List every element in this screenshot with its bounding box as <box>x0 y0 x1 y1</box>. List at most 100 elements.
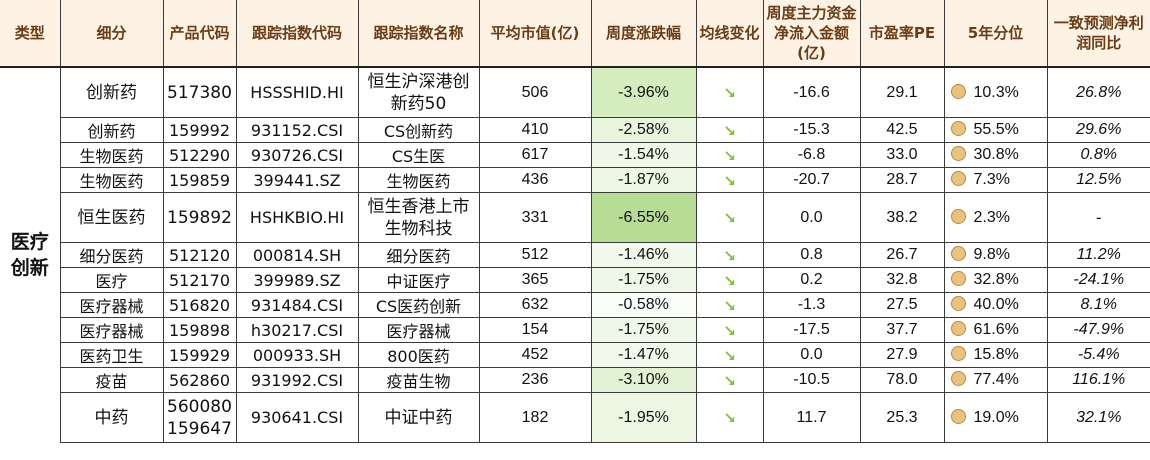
percentile-dot-icon <box>950 146 966 161</box>
avg-mktcap-cell: 365 <box>478 267 591 293</box>
pe-percentile-cell: 61.6% <box>943 317 1047 343</box>
percentile-dot-icon <box>950 83 966 99</box>
avg-mktcap-cell: 617 <box>478 142 591 168</box>
product-code-cell: 159929 <box>162 342 236 368</box>
profit-yoy-cell: 26.8% <box>1046 67 1150 118</box>
avg-mktcap-cell: 452 <box>478 342 591 368</box>
weekly-change-cell: -1.46% <box>590 242 696 268</box>
table-row: 恒生医药 159892 HSHKBIO.HI 恒生香港上市生物科技 331 -6.55% ↘… <box>0 192 1150 243</box>
profit-yoy-cell: 12.5% <box>1046 167 1150 193</box>
header-row: 类型 细分 产品代码 跟踪指数代码 跟踪指数名称 平均市值(亿) 周度涨跌幅 均… <box>0 0 1150 68</box>
index-code-cell: HSHKBIO.HI <box>235 192 358 243</box>
header-avg-mktcap: 平均市值(亿) <box>478 0 591 68</box>
product-code-cell: 517380 <box>162 67 236 118</box>
ma-change-cell: ↘ <box>695 117 763 143</box>
table-row: 创新药 159992 931152.CSI CS创新药 410 -2.58% ↘ -15.3 4… <box>0 117 1150 143</box>
index-name-cell: 疫苗生物 <box>357 367 479 393</box>
subtype-cell: 医疗器械 <box>59 317 163 343</box>
ma-change-cell: ↘ <box>695 242 763 268</box>
avg-mktcap-cell: 512 <box>478 242 591 268</box>
subtype-cell: 医疗器械 <box>59 292 163 318</box>
pe-cell: 28.7 <box>859 167 944 193</box>
ma-change-cell: ↘ <box>695 167 763 193</box>
pe-percentile-cell: 15.8% <box>943 342 1047 368</box>
index-name-cell: 中证医疗 <box>357 267 479 293</box>
net-inflow-cell: -16.6 <box>762 67 860 118</box>
product-code-cell: 562860 <box>162 367 236 393</box>
index-code-cell: h30217.CSI <box>235 317 358 343</box>
pe-cell: 27.5 <box>859 292 944 318</box>
product-code-cell: 560080 159647 <box>162 392 236 443</box>
net-inflow-cell: 0.0 <box>762 192 860 243</box>
down-right-arrow-icon: ↘ <box>723 146 736 165</box>
header-ma-change: 均线变化 <box>695 0 763 68</box>
header-weekly-change: 周度涨跌幅 <box>590 0 696 68</box>
net-inflow-cell: -1.3 <box>762 292 860 318</box>
percentile-dot-icon <box>950 296 966 311</box>
avg-mktcap-cell: 236 <box>478 367 591 393</box>
down-right-arrow-icon: ↘ <box>723 246 736 265</box>
avg-mktcap-cell: 154 <box>478 317 591 343</box>
percentile-value: 61.6% <box>973 321 1019 338</box>
pe-cell: 78.0 <box>859 367 944 393</box>
net-inflow-cell: -20.7 <box>762 167 860 193</box>
index-name-cell: 800医药 <box>357 342 479 368</box>
product-code-cell: 159859 <box>162 167 236 193</box>
percentile-value: 77.4% <box>973 371 1019 388</box>
product-code-cell: 159892 <box>162 192 236 243</box>
weekly-change-cell: -1.95% <box>590 392 696 443</box>
index-name-cell: 恒生沪深港创新药50 <box>357 67 479 118</box>
net-inflow-cell: 11.7 <box>762 392 860 443</box>
avg-mktcap-cell: 436 <box>478 167 591 193</box>
table-row: 医疗 512170 399989.SZ 中证医疗 365 -1.75% ↘ 0.2 32.8 32… <box>0 267 1150 293</box>
table-row: 生物医药 512290 930726.CSI CS生医 617 -1.54% ↘ -6.8 33… <box>0 142 1150 168</box>
weekly-change-cell: -1.75% <box>590 267 696 293</box>
pe-cell: 42.5 <box>859 117 944 143</box>
index-name-cell: 生物医药 <box>357 167 479 193</box>
profit-yoy-cell: 11.2% <box>1046 242 1150 268</box>
weekly-change-cell: -2.58% <box>590 117 696 143</box>
subtype-cell: 医疗 <box>59 267 163 293</box>
product-code-cell: 512120 <box>162 242 236 268</box>
down-right-arrow-icon: ↘ <box>723 209 736 227</box>
percentile-value: 2.3% <box>973 208 1010 226</box>
net-inflow-cell: -17.5 <box>762 317 860 343</box>
percentile-value: 32.8% <box>973 271 1019 288</box>
subtype-cell: 生物医药 <box>59 142 163 168</box>
header-subtype: 细分 <box>59 0 163 68</box>
header-code: 产品代码 <box>162 0 236 68</box>
index-name-cell: 医疗器械 <box>357 317 479 343</box>
index-name-cell: 恒生香港上市生物科技 <box>357 192 479 243</box>
header-net-inflow: 周度主力资金净流入金额(亿) <box>762 0 860 68</box>
profit-yoy-cell: -24.1% <box>1046 267 1150 293</box>
product-code-cell: 159992 <box>162 117 236 143</box>
profit-yoy-cell: 0.8% <box>1046 142 1150 168</box>
profit-yoy-cell: - <box>1046 192 1150 243</box>
ma-change-cell: ↘ <box>695 342 763 368</box>
ma-change-cell: ↘ <box>695 267 763 293</box>
percentile-dot-icon <box>950 171 966 186</box>
down-right-arrow-icon: ↘ <box>723 271 736 290</box>
pe-cell: 29.1 <box>859 67 944 118</box>
avg-mktcap-cell: 182 <box>478 392 591 443</box>
percentile-dot-icon <box>950 246 966 261</box>
index-code-cell: 930726.CSI <box>235 142 358 168</box>
pe-percentile-cell: 77.4% <box>943 367 1047 393</box>
header-pe: 市盈率PE <box>859 0 944 68</box>
table-row: 疫苗 562860 931992.CSI 疫苗生物 236 -3.10% ↘ -10.5 78.… <box>0 367 1150 393</box>
subtype-cell: 生物医药 <box>59 167 163 193</box>
pe-cell: 37.7 <box>859 317 944 343</box>
header-type: 类型 <box>0 0 60 68</box>
percentile-value: 30.8% <box>973 146 1019 163</box>
profit-yoy-cell: 29.6% <box>1046 117 1150 143</box>
index-code-cell: 000814.SH <box>235 242 358 268</box>
percentile-dot-icon <box>950 371 966 386</box>
net-inflow-cell: 0.8 <box>762 242 860 268</box>
table-row: 生物医药 159859 399441.SZ 生物医药 436 -1.87% ↘ -20.7 28… <box>0 167 1150 193</box>
ma-change-cell: ↘ <box>695 67 763 118</box>
index-code-cell: 931152.CSI <box>235 117 358 143</box>
net-inflow-cell: 0.0 <box>762 342 860 368</box>
percentile-dot-icon <box>950 408 966 424</box>
profit-yoy-cell: -47.9% <box>1046 317 1150 343</box>
down-right-arrow-icon: ↘ <box>723 296 736 315</box>
